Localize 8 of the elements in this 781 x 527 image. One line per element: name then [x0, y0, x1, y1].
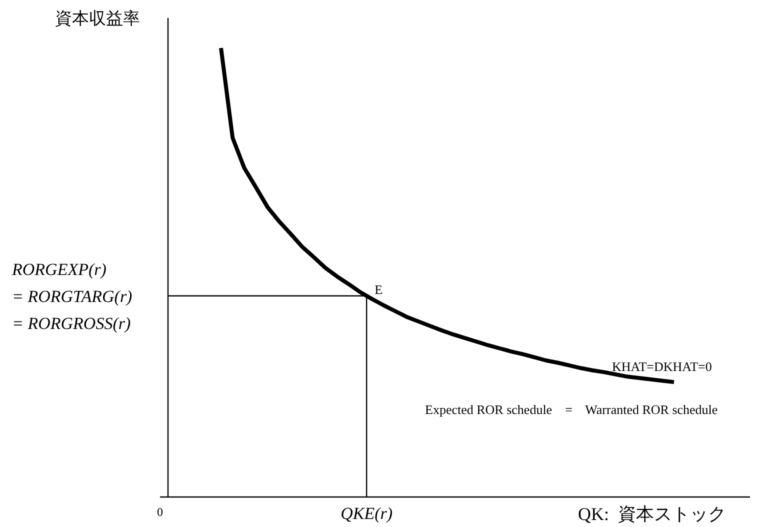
ref-line-label: RORGEXP(r) = RORGTARG(r) = RORGROSS(r): [11, 260, 133, 333]
text: QKE(r): [340, 504, 393, 523]
annotation: KHAT=DKHAT=0: [612, 359, 712, 374]
annotation: E: [374, 282, 383, 297]
x-axis-title: QK: 資本ストック: [578, 504, 726, 524]
text: 0: [157, 505, 163, 519]
annotation: Expected ROR schedule = Warranted ROR schedule: [425, 402, 718, 417]
y-axis-title: 資本収益率: [55, 9, 140, 28]
